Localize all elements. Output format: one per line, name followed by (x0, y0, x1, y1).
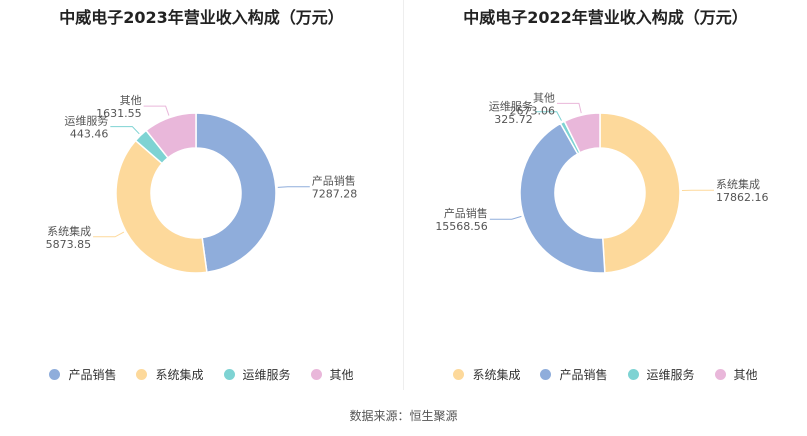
slice-产品销售[interactable] (195, 112, 277, 274)
legend-item[interactable]: 运维服务 (223, 366, 291, 383)
legend-marker (453, 369, 465, 380)
slice-label-value: 17862.16 (716, 191, 769, 204)
legend-2022: 系统集成 产品销售 运维服务 其他 (404, 366, 807, 383)
slice-产品销售[interactable] (519, 122, 606, 274)
legend-marker (627, 369, 639, 380)
legend-label: 产品销售 (68, 368, 117, 382)
leader-line (277, 186, 310, 188)
chart-panel-2022: 中威电子2022年营业收入构成（万元） 系统集成 17862.16 产品销售 1556… (404, 0, 807, 395)
legend-label: 其他 (733, 368, 758, 382)
leader-line (489, 215, 522, 220)
legend-label: 系统集成 (472, 368, 521, 382)
slice-label-name: 运维服务 (489, 100, 533, 113)
legend-item[interactable]: 产品销售 (540, 366, 608, 383)
legend-item[interactable]: 运维服务 (627, 366, 695, 383)
slice-label-value: 1631.55 (96, 107, 142, 120)
slice-label-name: 产品销售 (312, 174, 356, 188)
slice-label-name: 系统集成 (716, 177, 760, 191)
legend-marker (136, 369, 148, 380)
leader-line (93, 231, 125, 238)
leader-line (556, 102, 582, 114)
slice-label-name: 运维服务 (64, 115, 108, 128)
legend-label: 运维服务 (646, 368, 695, 382)
chart-title-2022: 中威电子2022年营业收入构成（万元） (463, 8, 748, 27)
legend-label: 其他 (329, 368, 354, 382)
slice-label-value: 7287.28 (312, 188, 358, 201)
legend-marker (714, 369, 726, 380)
slice-label-value: 325.72 (494, 113, 533, 126)
slice-label-name: 产品销售 (444, 206, 488, 220)
slice-系统集成[interactable] (115, 139, 208, 274)
legend-label: 系统集成 (155, 368, 204, 382)
legend-item[interactable]: 系统集成 (136, 366, 204, 383)
legend-item[interactable]: 其他 (714, 366, 758, 383)
legend-marker (49, 369, 61, 380)
slice-系统集成[interactable] (599, 112, 681, 274)
slice-其他[interactable] (145, 112, 197, 159)
leader-line (534, 111, 562, 121)
slice-label-name: 其他 (120, 94, 142, 107)
slice-label-value: 15568.56 (435, 220, 488, 233)
panel-divider (403, 0, 404, 390)
legend-marker (540, 369, 552, 380)
legend-item[interactable]: 产品销售 (49, 366, 116, 383)
legend-2023: 产品销售 系统集成 运维服务 其他 (0, 366, 403, 383)
legend-label: 产品销售 (559, 368, 608, 382)
chart-panel-2023: 中威电子2023年营业收入构成（万元） 产品销售 7287.28 系统集成 5873.… (0, 0, 403, 395)
legend-item[interactable]: 系统集成 (453, 366, 520, 383)
legend-marker (223, 369, 235, 380)
leader-line (110, 126, 140, 135)
chart-title-2023: 中威电子2023年营业收入构成（万元） (59, 8, 344, 27)
slice-label-value: 2673.06 (509, 104, 554, 117)
slice-label-value: 443.46 (70, 128, 109, 141)
legend-item[interactable]: 其他 (310, 366, 354, 383)
slice-其他[interactable] (563, 112, 601, 154)
legend-marker (310, 369, 322, 380)
slice-label-name: 其他 (533, 91, 555, 104)
legend-label: 运维服务 (242, 368, 291, 382)
data-source-note: 数据来源：恒生聚源 (349, 409, 458, 423)
leader-line (143, 105, 170, 116)
slice-label-name: 系统集成 (47, 224, 91, 238)
slice-label-value: 5873.85 (46, 238, 92, 251)
